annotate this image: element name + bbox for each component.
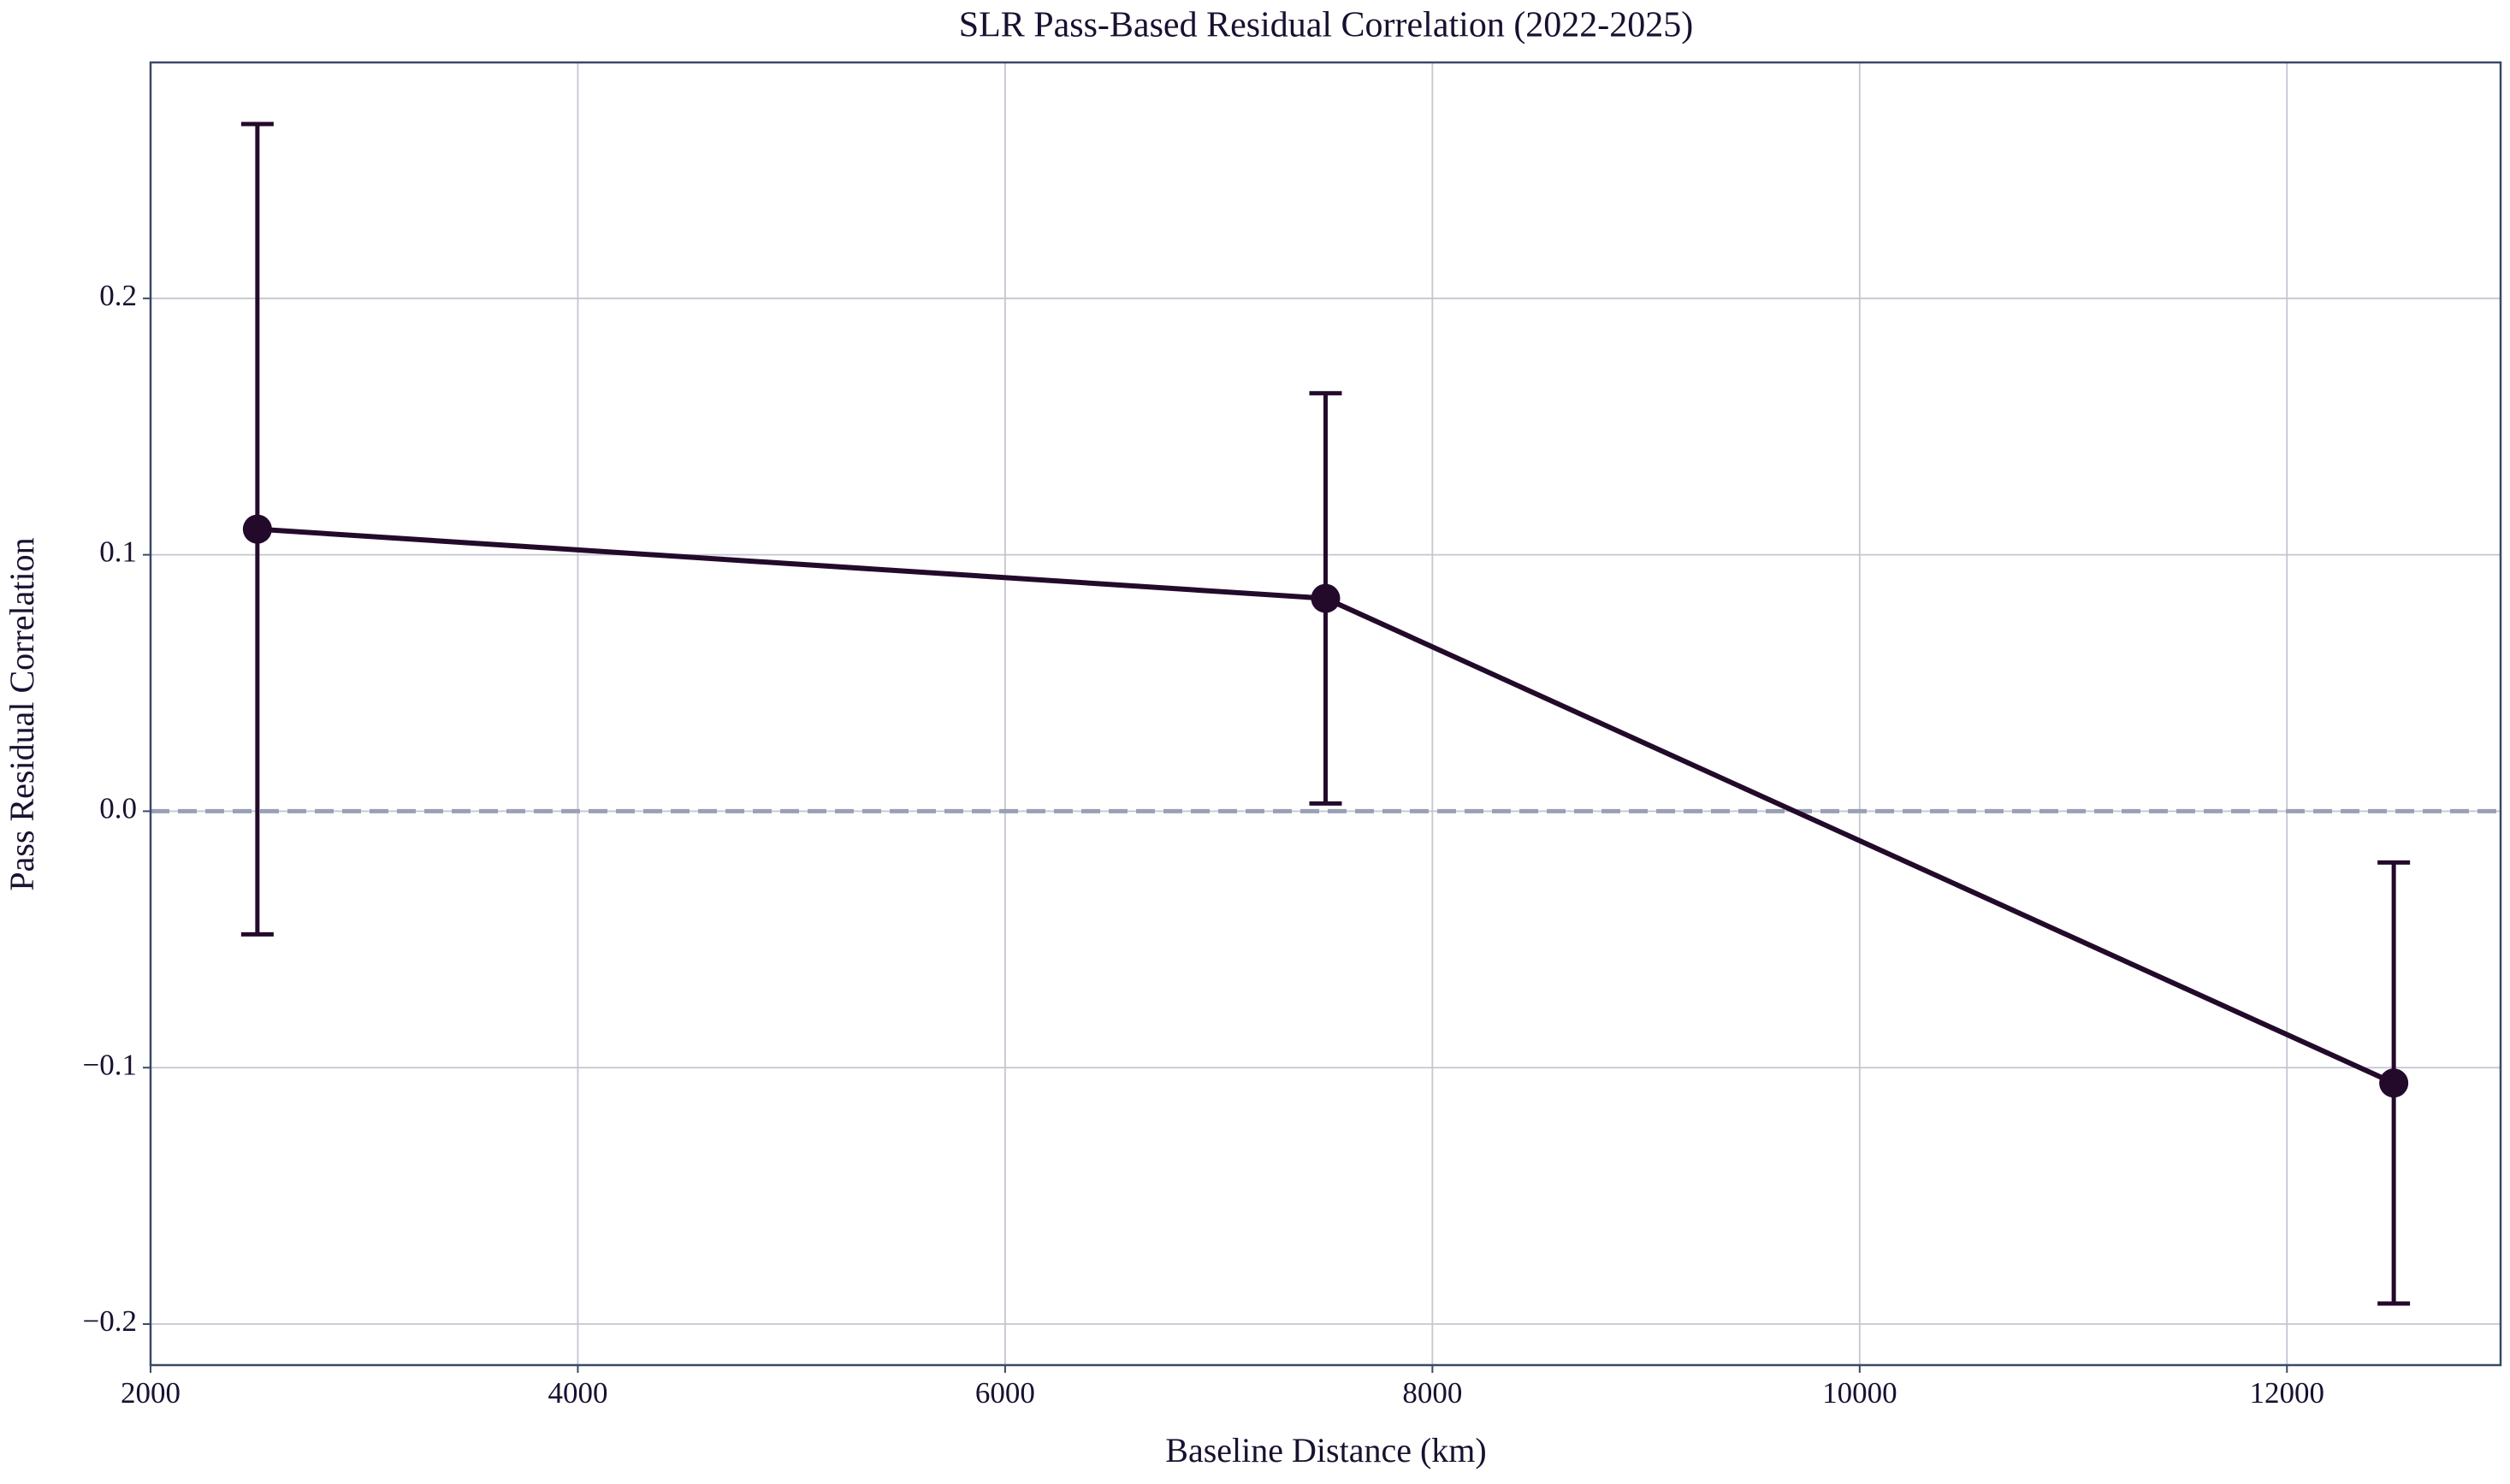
y-axis-label: Pass Residual Correlation: [3, 537, 41, 890]
y-tick-label: 0.1: [99, 535, 137, 569]
plot-frame: [149, 61, 2502, 1367]
x-tick-label: 10000: [1822, 1376, 1897, 1410]
chart-title: SLR Pass-Based Residual Correlation (202…: [959, 6, 1694, 45]
data-point: [1311, 583, 1341, 613]
data-point: [2379, 1068, 2409, 1098]
x-axis-label: Baseline Distance (km): [1165, 1431, 1486, 1469]
x-tick-label: 8000: [1402, 1376, 1462, 1410]
x-tick-label: 6000: [975, 1376, 1035, 1410]
y-tick-label: −0.2: [83, 1304, 138, 1338]
x-tick-label: 4000: [548, 1376, 607, 1410]
x-tick-label: 12000: [2250, 1376, 2325, 1410]
x-tick-label: 2000: [121, 1376, 181, 1410]
y-tick-label: 0.0: [99, 791, 137, 825]
y-tick-label: −0.1: [83, 1048, 138, 1081]
data-point: [242, 514, 272, 544]
y-tick-label: 0.2: [99, 279, 137, 312]
